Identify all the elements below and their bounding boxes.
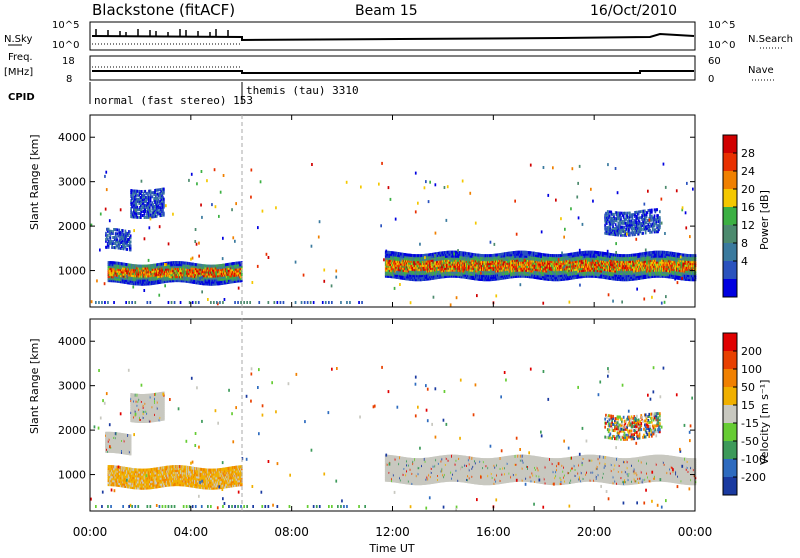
nsearch-tick-bottom: 10^0	[708, 40, 735, 51]
data-cell	[130, 244, 132, 247]
beam-label: Beam 15	[355, 3, 418, 19]
nsky-tick-top: 10^5	[52, 20, 79, 31]
data-cell	[137, 216, 139, 219]
date-label: 16/Oct/2010	[590, 3, 677, 19]
data-cell	[130, 240, 132, 243]
data-cell	[122, 229, 124, 232]
data-cell	[113, 242, 115, 245]
data-cell	[126, 248, 128, 251]
data-cell	[145, 192, 147, 195]
freq-panel-frame	[90, 56, 695, 80]
cpid-segment-2: themis (tau) 3310	[246, 84, 359, 97]
cpid-segment-1: normal (fast stereo) 153	[94, 94, 253, 107]
nsky-trace	[92, 34, 694, 40]
station-title: Blackstone (fitACF)	[92, 1, 235, 19]
freq-label: Freq.	[8, 52, 33, 63]
data-cell	[137, 194, 139, 197]
nsearch-tick-top: 10^5	[708, 20, 735, 31]
data-cell	[150, 210, 152, 213]
data-cell	[141, 190, 143, 193]
data-cell	[158, 188, 160, 191]
data-cell	[163, 188, 165, 191]
cpid-label: CPID	[8, 92, 35, 103]
nsky-label: N.Sky	[4, 34, 32, 45]
data-cell	[163, 198, 165, 201]
nsky-spikes	[96, 29, 228, 36]
data-cell	[105, 232, 107, 235]
nsearch-label: N.Search	[748, 34, 793, 45]
data-cell	[138, 216, 140, 219]
data-cell	[163, 212, 165, 215]
freq-trace	[92, 71, 694, 73]
freq-tick-bottom: 8	[66, 74, 72, 85]
data-cell	[142, 214, 144, 217]
data-cell	[107, 234, 109, 237]
nsky-tick-bottom: 10^0	[52, 40, 79, 51]
freq-tick-top: 18	[62, 56, 75, 67]
nave-tick-top: 60	[708, 56, 721, 67]
data-cell	[117, 228, 119, 231]
data-cell	[130, 234, 132, 237]
data-cell	[137, 190, 139, 193]
data-cell	[152, 195, 154, 198]
data-cell	[129, 230, 131, 233]
nave-label: Nave	[748, 65, 774, 76]
data-cell	[118, 229, 120, 232]
data-cell	[112, 246, 114, 249]
nave-tick-bottom: 0	[708, 74, 714, 85]
freq-unit-label: [MHz]	[4, 67, 33, 78]
